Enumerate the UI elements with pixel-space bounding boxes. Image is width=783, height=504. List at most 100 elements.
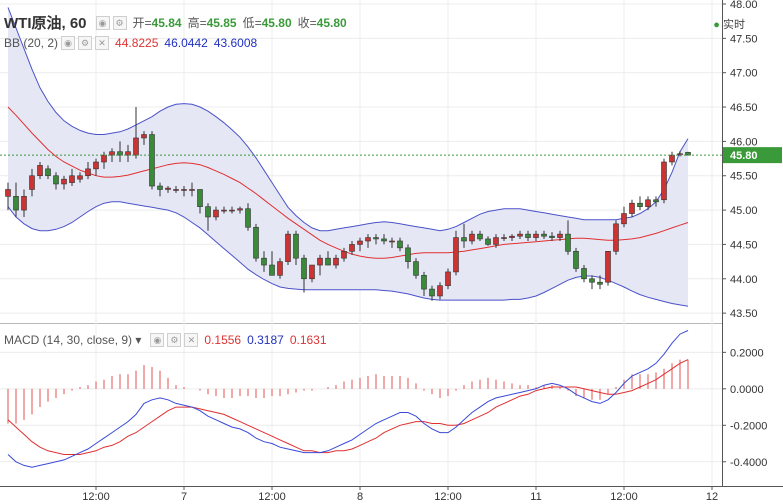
candle-body	[285, 233, 291, 262]
candle-body	[477, 233, 483, 240]
low-label: 低=	[242, 16, 262, 30]
eye-icon[interactable]: ◉	[95, 15, 110, 30]
candle-body	[141, 134, 147, 139]
symbol-title: WTI原油, 60	[4, 15, 87, 32]
candle-body	[13, 196, 19, 211]
candle-body	[621, 213, 627, 225]
candle-body	[605, 251, 611, 283]
candle-body	[437, 285, 443, 297]
candle-body	[485, 238, 491, 245]
candle-body	[405, 247, 411, 262]
candle-body	[421, 275, 427, 290]
candle-body	[93, 161, 99, 170]
eye-icon[interactable]: ◉	[61, 36, 76, 50]
x-tick-label: 7	[181, 491, 187, 503]
close-icon[interactable]: ✕	[95, 36, 110, 50]
macd-value: 0.3187	[247, 333, 284, 347]
candle-body	[533, 233, 539, 238]
x-tick-label: 11	[530, 491, 541, 503]
last-price-label: 45.80	[730, 150, 758, 162]
bb-upper-value: 46.0442	[164, 36, 208, 50]
y-tick-label: 47.50	[730, 33, 758, 45]
x-tick-label: 8	[357, 491, 363, 503]
macd-line	[7, 330, 689, 468]
candle-body	[357, 240, 363, 245]
y-tick-label: 46.50	[730, 102, 758, 114]
candle-body	[429, 288, 435, 297]
candle-body	[189, 189, 195, 191]
candle-body	[509, 235, 515, 238]
macd-legend: MACD (14, 30, close, 9) ▾ ◉ ⚙ ✕ 0.1556 0…	[4, 333, 327, 347]
macd-signal-line	[7, 359, 689, 455]
y-tick-label: 43.50	[730, 308, 758, 320]
candle-body	[541, 233, 547, 237]
candle-body	[221, 209, 227, 212]
bb-band-fill	[8, 7, 688, 307]
candle-body	[309, 264, 315, 280]
bb-mid-value: 44.8225	[115, 36, 159, 50]
candle-body	[157, 185, 163, 190]
candle-body	[77, 175, 83, 180]
candle-body	[669, 154, 675, 163]
x-tick-label: 12:00	[82, 491, 110, 503]
open-label: 开=	[132, 16, 152, 30]
close-icon[interactable]: ✕	[184, 333, 199, 347]
candle-body	[645, 199, 651, 207]
candle-body	[181, 189, 187, 191]
candle-body	[525, 233, 531, 238]
y-tick-label: 44.00	[730, 274, 758, 286]
y-tick-label: 45.50	[730, 171, 758, 183]
open-value: 45.84	[151, 15, 182, 30]
candle-body	[381, 238, 387, 242]
candle-body	[613, 223, 619, 252]
y-tick-label: 46.00	[730, 136, 758, 148]
candle-body	[253, 226, 259, 259]
settings-icon[interactable]: ⚙	[112, 15, 127, 30]
candle-body	[389, 240, 395, 243]
candle-body	[85, 168, 91, 177]
candle-body	[413, 261, 419, 276]
candle-body	[373, 237, 379, 240]
eye-icon[interactable]: ◉	[150, 333, 165, 347]
candle-body	[341, 251, 347, 259]
high-label: 高=	[187, 16, 207, 30]
chevron-down-icon[interactable]: ▾	[132, 333, 142, 347]
settings-icon[interactable]: ⚙	[167, 333, 182, 347]
candle-body	[269, 264, 275, 276]
x-tick-label: 12:00	[434, 491, 462, 503]
candle-body	[653, 199, 659, 203]
candle-body	[29, 175, 35, 190]
candle-body	[365, 237, 371, 242]
live-dot-icon: ●	[713, 19, 720, 31]
candle-body	[117, 151, 123, 156]
live-indicator: ● 实时	[713, 16, 745, 32]
candle-body	[45, 168, 51, 177]
candle-body	[245, 208, 251, 228]
candle-body	[301, 257, 307, 280]
candle-body	[277, 261, 283, 276]
macd-signal-value: 0.1631	[289, 333, 327, 347]
candle-body	[229, 209, 235, 212]
candle-body	[349, 244, 355, 252]
candle-body	[493, 237, 499, 245]
candle-body	[125, 151, 131, 156]
macd-hist-value: 0.1556	[204, 333, 242, 347]
x-tick-label: 12:00	[610, 491, 638, 503]
candle-body	[37, 165, 43, 177]
candle-body	[325, 257, 331, 266]
candle-body	[549, 235, 555, 238]
pane-divider	[0, 323, 722, 324]
macd-y-tick-label: 0.0000	[730, 384, 764, 396]
candle-body	[205, 206, 211, 218]
candle-body	[69, 175, 75, 183]
y-tick-label: 45.00	[730, 205, 758, 217]
candle-body	[53, 175, 59, 185]
candle-body	[469, 233, 475, 242]
macd-y-tick-label: -0.2000	[730, 420, 767, 432]
settings-icon[interactable]: ⚙	[78, 36, 93, 50]
live-label: 实时	[723, 19, 745, 31]
close-value: 45.80	[316, 15, 347, 30]
candle-body	[397, 240, 403, 249]
candle-body	[597, 281, 603, 285]
